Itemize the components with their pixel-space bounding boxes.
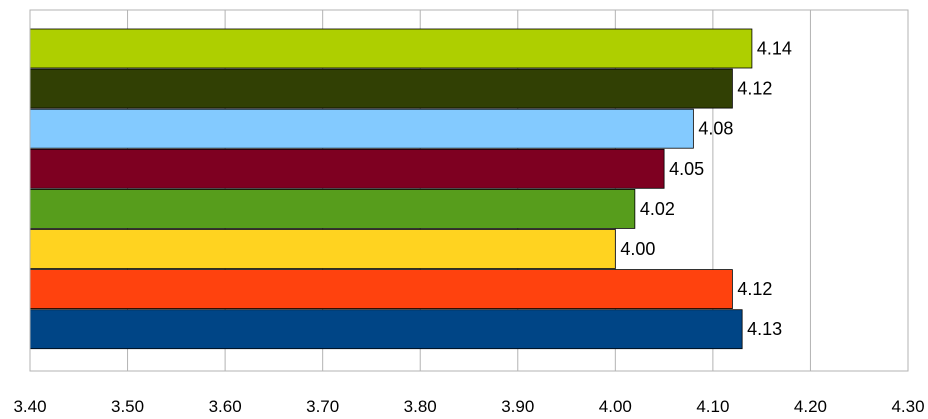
data-label: 4.13 xyxy=(747,319,782,339)
x-tick-label: 4.20 xyxy=(794,397,827,414)
bar xyxy=(29,148,665,189)
data-label: 4.00 xyxy=(620,239,655,259)
data-label: 4.08 xyxy=(698,119,733,139)
x-tick-label: 3.60 xyxy=(209,397,242,414)
bar xyxy=(29,269,733,310)
bar xyxy=(29,68,733,109)
data-label: 4.05 xyxy=(669,159,704,179)
bar xyxy=(29,188,636,229)
bar xyxy=(29,309,743,350)
x-tick-label: 4.30 xyxy=(891,397,924,414)
x-tick-label: 3.80 xyxy=(404,397,437,414)
x-tick-label: 3.50 xyxy=(111,397,144,414)
x-tick-label: 3.70 xyxy=(306,397,339,414)
bar xyxy=(29,28,753,69)
x-tick-label: 3.90 xyxy=(501,397,534,414)
data-label: 4.14 xyxy=(757,39,792,59)
data-label: 4.12 xyxy=(737,79,772,99)
x-tick-label: 4.10 xyxy=(696,397,729,414)
bar xyxy=(29,229,616,269)
data-label: 4.02 xyxy=(640,199,675,219)
x-tick-label: 3.40 xyxy=(13,397,46,414)
x-tick-label: 4.00 xyxy=(599,397,632,414)
bar xyxy=(29,108,694,149)
data-label: 4.12 xyxy=(737,279,772,299)
